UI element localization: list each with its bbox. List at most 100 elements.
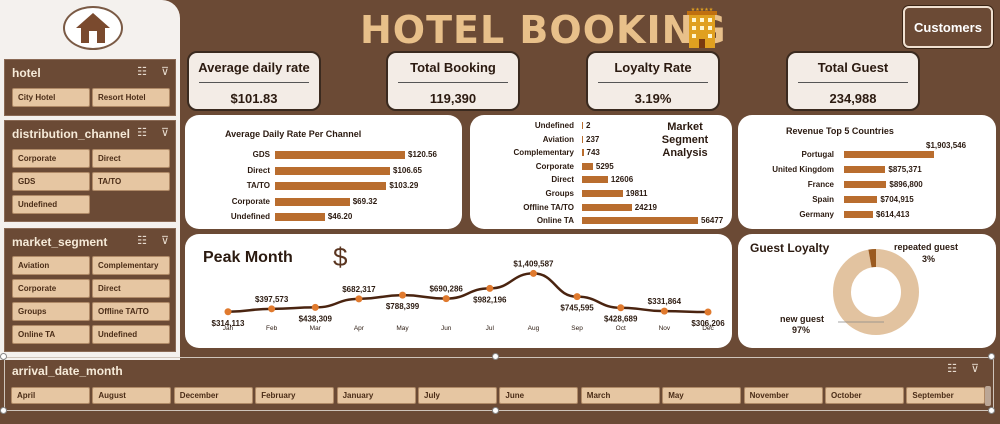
slicer-item[interactable]: January [336, 387, 416, 404]
bar-value: $875,371 [888, 165, 922, 174]
bar-value: 12606 [610, 175, 634, 185]
kpi-label: Total Booking [410, 60, 496, 75]
slicer-item[interactable]: Offline TA/TO [92, 302, 170, 321]
clear-filter-icon[interactable]: ⊽ [970, 363, 979, 375]
bar-value: 19811 [625, 189, 648, 198]
scrollbar[interactable] [985, 386, 991, 406]
divider [798, 82, 908, 83]
data-label: $682,317 [342, 285, 376, 294]
multi-select-icon[interactable]: ☷ [137, 66, 147, 78]
slicer-item[interactable]: Corporate [12, 149, 90, 168]
slicer-item[interactable]: April [11, 387, 90, 404]
bar [275, 166, 390, 175]
multi-select-icon[interactable]: ☷ [137, 127, 147, 139]
bar-label: Offline TA/TO [523, 202, 574, 212]
data-point [355, 295, 363, 303]
home-icon[interactable] [63, 6, 123, 50]
slicer-item[interactable]: June [499, 387, 579, 404]
divider [199, 82, 309, 83]
bar-label: Corporate [231, 196, 270, 206]
x-tick-label: Apr [354, 325, 365, 332]
slicer-item[interactable]: Groups [12, 302, 90, 321]
guest-loyalty-card: Guest Loyalty repeated guest 3% new gues… [738, 234, 996, 348]
bar-label: GDS [252, 150, 270, 159]
kpi-value: $101.83 [230, 91, 278, 106]
bar [582, 190, 623, 197]
bar-label: Groups [545, 189, 574, 198]
slicer-item[interactable]: August [92, 387, 172, 404]
slicer-item[interactable]: December [173, 387, 253, 404]
slicer-item[interactable]: City Hotel [12, 88, 90, 107]
slicer-item[interactable]: March [580, 387, 660, 404]
selection-handle[interactable] [988, 407, 995, 414]
kpi-label: Loyalty Rate [614, 60, 692, 75]
slicer-item[interactable]: Resort Hotel [92, 88, 170, 107]
bar [582, 176, 608, 184]
data-label: $690,286 [429, 285, 463, 294]
slicer-item[interactable]: Corporate [12, 279, 90, 298]
clear-filter-icon[interactable]: ⊽ [160, 66, 169, 78]
bar [582, 135, 583, 143]
multi-select-icon[interactable]: ☷ [137, 235, 147, 247]
slicer-item[interactable]: Online TA [12, 325, 90, 344]
bar [275, 197, 350, 206]
chart-title: Peak Month [203, 249, 293, 266]
arrival-month-slicer: arrival_date_month ☷ ⊽ April August Decembe… [4, 357, 994, 411]
slicer-item[interactable]: October [825, 387, 904, 404]
data-label: $428,689 [604, 315, 638, 324]
data-label: $306,206 [691, 319, 725, 328]
data-point [268, 305, 276, 313]
slicer-item[interactable]: TA/TO [92, 172, 170, 191]
slicer-item[interactable]: Complementary [92, 256, 170, 275]
clear-filter-icon[interactable]: ⊽ [160, 127, 169, 139]
slicer-item[interactable]: GDS [12, 172, 90, 191]
bar-value: 5295 [595, 161, 614, 171]
bar-label: Germany [799, 210, 834, 219]
selection-handle[interactable] [0, 353, 7, 360]
data-point [529, 269, 537, 277]
slicer-item[interactable]: February [255, 387, 335, 404]
slicer-item[interactable]: Aviation [12, 256, 90, 275]
data-label: $1,409,587 [513, 259, 554, 268]
bar-value: $120.56 [408, 150, 437, 159]
new-guest-label: new guest [780, 314, 825, 324]
data-point [399, 291, 407, 299]
slicer-item[interactable]: September [906, 387, 986, 404]
selection-handle[interactable] [492, 407, 499, 414]
kpi-value: 3.19% [634, 91, 672, 106]
slicer-item[interactable]: May [662, 387, 742, 404]
slicer-item[interactable]: Undefined [12, 195, 90, 214]
clear-filter-icon[interactable]: ⊽ [160, 235, 169, 247]
repeated-guest-label: repeated guest [894, 242, 959, 252]
bar-value: $614,413 [876, 210, 910, 219]
slicer-item[interactable]: Direct [92, 279, 170, 298]
bar-value: $704,915 [880, 195, 914, 204]
bar-label: Undefined [534, 121, 574, 130]
bar-value: 2 [586, 121, 591, 130]
x-tick-label: May [396, 325, 409, 332]
data-label: $397,573 [255, 295, 289, 304]
kpi-total-booking: Total Booking 119,390 [386, 51, 520, 111]
chart-title: Average Daily Rate Per Channel [225, 129, 362, 139]
data-point [704, 308, 712, 316]
country-chart-card: Revenue Top 5 Countries Portugal $1,903,5… [738, 115, 996, 229]
kpi-average-daily-rate: Average daily rate $101.83 [187, 51, 321, 111]
data-point [486, 284, 494, 292]
selection-handle[interactable] [492, 353, 499, 360]
slicer-item[interactable]: Undefined [92, 325, 170, 344]
slicer-item[interactable]: Direct [92, 149, 170, 168]
customers-button[interactable]: Customers [903, 6, 993, 48]
bar [582, 149, 584, 157]
bar-label: TA/TO [246, 181, 270, 190]
kpi-value: 234,988 [829, 91, 877, 106]
x-tick-label: Oct [616, 325, 626, 332]
multi-select-icon[interactable]: ☷ [947, 363, 957, 375]
slicer-item[interactable]: November [743, 387, 823, 404]
bar-value: $896,800 [889, 180, 923, 189]
bar-value: $46.20 [327, 212, 353, 221]
selection-handle[interactable] [0, 407, 7, 414]
bar-label: France [807, 180, 834, 189]
slicer-item[interactable]: July [418, 387, 497, 404]
bar [582, 122, 583, 129]
selection-handle[interactable] [988, 353, 995, 360]
